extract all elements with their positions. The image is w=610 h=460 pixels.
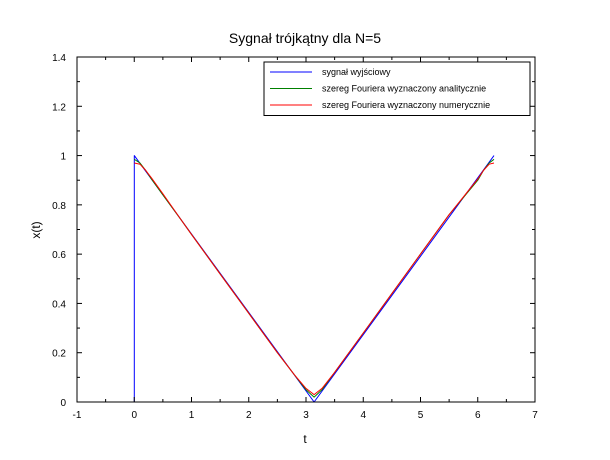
legend-label: szereg Fouriera wyznaczony numerycznie [322, 100, 490, 110]
y-tick-label: 0.2 [52, 349, 66, 360]
x-tick-label: 2 [246, 410, 252, 421]
x-tick-label: 5 [418, 410, 424, 421]
x-axis-label: t [303, 432, 307, 446]
x-axis: -1 0 1 2 3 4 5 6 7 [73, 57, 538, 421]
x-tick-label: 1 [189, 410, 195, 421]
y-tick-label: 0.8 [52, 201, 66, 212]
legend-label: szereg Fouriera wyznaczony analitycznie [322, 84, 486, 94]
plot-area [133, 155, 495, 403]
y-tick-label: 0.6 [52, 250, 66, 261]
y-axis: 0 0.2 0.4 0.6 0.8 1 1.2 1.4 [52, 53, 535, 409]
y-tick-label: 0 [60, 398, 66, 409]
x-tick-label: -1 [73, 410, 82, 421]
y-tick-label: 0.4 [52, 299, 66, 310]
y-tick-label: 1 [60, 152, 66, 163]
x-tick-label: 0 [131, 410, 137, 421]
y-axis-label: x(t) [29, 221, 43, 238]
legend-label: sygnał wyjściowy [322, 67, 391, 77]
y-tick-label: 1.4 [52, 53, 66, 64]
x-tick-label: 3 [303, 410, 309, 421]
x-tick-label: 7 [532, 410, 538, 421]
legend: sygnał wyjściowy szereg Fouriera wyznaczo… [263, 61, 531, 116]
y-tick-label: 1.2 [52, 102, 66, 113]
x-tick-label: 4 [360, 410, 366, 421]
series-line-2 [134, 162, 495, 396]
x-tick-label: 6 [475, 410, 481, 421]
chart-title: Sygnał trójkątny dla N=5 [229, 30, 381, 46]
